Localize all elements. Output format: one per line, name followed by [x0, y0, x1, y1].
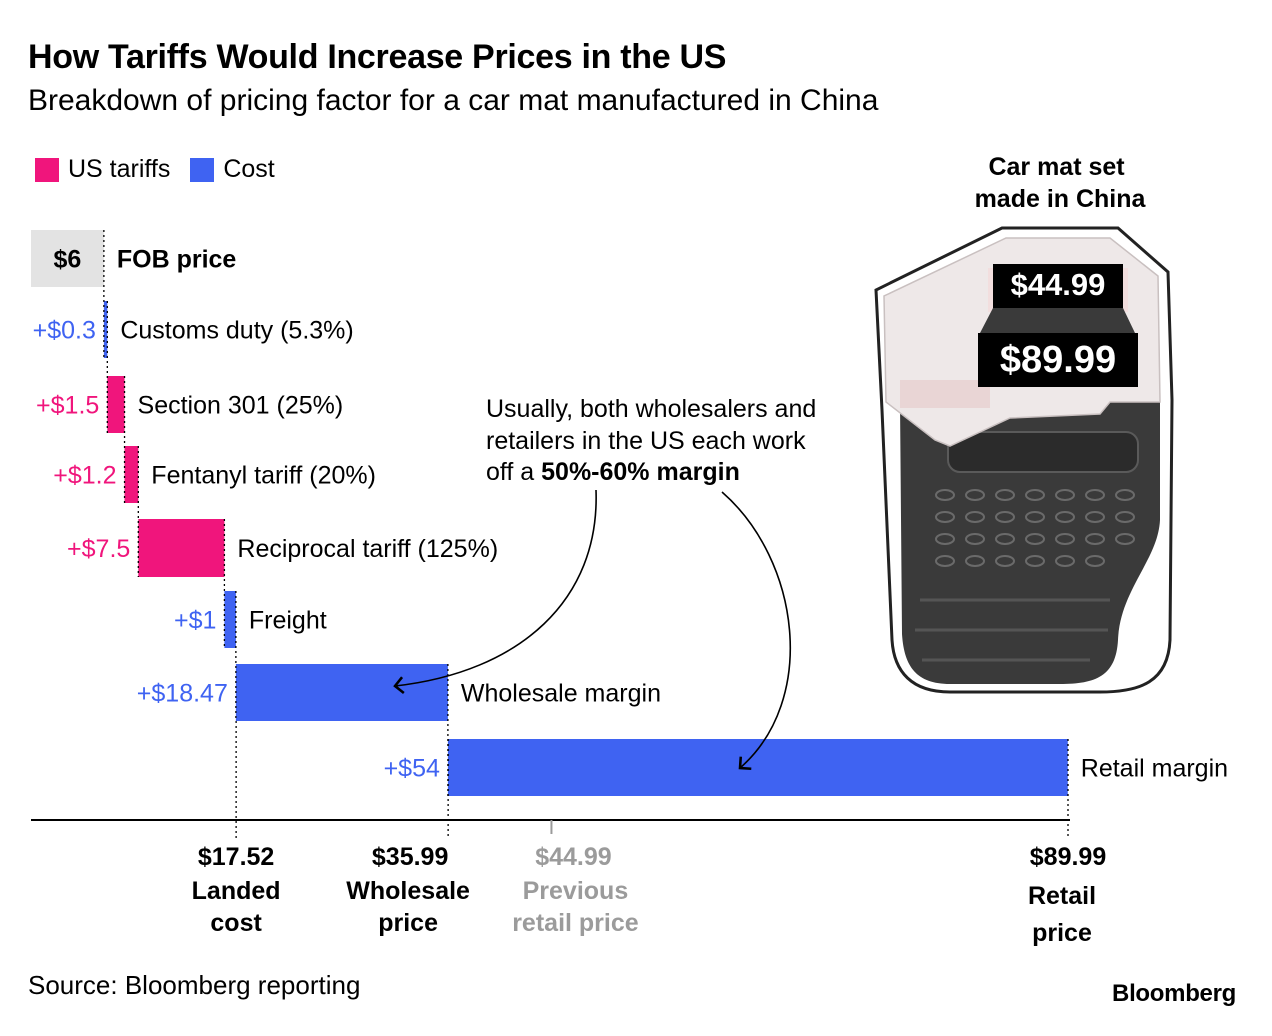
car-mat-ridges — [915, 598, 1110, 662]
bar-fob-price — [31, 230, 104, 287]
step-label-step-1: Customs duty (5.3%) — [120, 317, 353, 345]
value-label-fob-price: $6 — [54, 246, 82, 274]
step-label-step-2: Section 301 (25%) — [138, 392, 344, 420]
value-label-step-7: +$54 — [384, 755, 440, 783]
annotation-text: Usually, both wholesalers and retailers … — [486, 395, 823, 486]
bar-step-6 — [235, 664, 448, 721]
new-price-tag — [978, 333, 1138, 387]
axis-mark-line-3-1: price — [1032, 919, 1092, 947]
bar-step-1 — [103, 301, 108, 358]
car-mat-grip-pattern — [935, 489, 1135, 567]
annotation-line-2: retailers in the US each work — [486, 427, 806, 455]
legend: US tariffs Cost — [35, 155, 295, 184]
product-caption-line-2: made in China — [975, 185, 1147, 213]
legend-swatch-tariffs — [35, 157, 59, 182]
axis-mark-line-0-1: cost — [210, 909, 262, 937]
annotation-line-1: Usually, both wholesalers and — [486, 395, 816, 423]
old-price-text: $44.99 — [1011, 267, 1106, 302]
legend-item-cost: Cost — [190, 155, 275, 184]
step-label-step-3: Fentanyl tariff (20%) — [151, 462, 376, 490]
axis-mark-line-0-0: Landed — [192, 877, 281, 905]
chart-subtitle: Breakdown of pricing factor for a car ma… — [28, 84, 879, 117]
axis-mark-label-0: $17.52 Landed cost — [192, 843, 281, 937]
bar-step-5 — [224, 591, 236, 648]
value-label-step-6: +$18.47 — [137, 680, 228, 708]
bar-step-2 — [107, 376, 125, 433]
axis-mark-line-1-0: Wholesale — [346, 877, 470, 905]
value-label-step-5: +$1 — [174, 607, 216, 635]
axis-mark-line-3-0: Retail — [1028, 882, 1096, 910]
step-label-step-5: Freight — [249, 607, 327, 635]
axis-mark-label-3: $89.99 Retail price — [1028, 843, 1106, 947]
product-caption-line-1: Car mat set — [988, 153, 1125, 181]
step-label-step-7: Retail margin — [1081, 755, 1228, 783]
value-label-step-4: +$7.5 — [67, 535, 130, 563]
axis-mark-value-3: $89.99 — [1030, 843, 1106, 871]
annotation-line-3-prefix: off a — [486, 458, 541, 486]
bar-step-7 — [447, 739, 1068, 796]
bar-step-3 — [124, 446, 139, 503]
chart-title: How Tariffs Would Increase Prices in the… — [28, 38, 727, 76]
old-price-tag — [993, 264, 1123, 308]
step-label-step-6: Wholesale margin — [461, 680, 661, 708]
legend-swatch-cost — [190, 157, 215, 182]
axis-mark-line-2-1: retail price — [512, 909, 639, 937]
bar-step-4 — [138, 519, 225, 577]
arrow-to-retail — [721, 491, 791, 771]
step-label-fob-price: FOB price — [117, 246, 237, 274]
legend-item-tariffs: US tariffs — [35, 155, 170, 184]
value-label-step-3: +$1.2 — [53, 462, 116, 490]
axis-mark-value-1: $35.99 — [372, 843, 448, 871]
source-note: Source: Bloomberg reporting — [28, 970, 361, 1000]
step-label-step-4: Reciprocal tariff (125%) — [237, 535, 498, 563]
product-caption: Car mat set made in China — [975, 153, 1147, 213]
price-tag-connector — [980, 308, 1135, 333]
legend-label-cost: Cost — [223, 155, 275, 183]
axis-mark-label-2: $44.99 Previous retail price — [512, 843, 639, 937]
new-price-text: $89.99 — [1000, 339, 1116, 381]
axis-mark-value-2: $44.99 — [535, 843, 611, 871]
axis-mark-line-2-0: Previous — [523, 877, 629, 905]
car-mat-heel-pad — [947, 431, 1139, 473]
value-label-step-2: +$1.5 — [36, 392, 99, 420]
arrow-to-wholesale — [393, 489, 597, 695]
annotation-line-3-bold: 50%-60% margin — [541, 458, 740, 486]
axis-mark-line-1-1: price — [378, 909, 438, 937]
axis-mark-label-1: $35.99 Wholesale price — [346, 843, 470, 937]
car-mat-illustration: Car mat set made in China $44.99 $89.99 — [874, 153, 1174, 694]
packaging-badge — [900, 380, 990, 408]
legend-label-tariffs: US tariffs — [68, 155, 171, 183]
bloomberg-logo: Bloomberg — [1112, 980, 1236, 1007]
axis-mark-value-0: $17.52 — [198, 843, 274, 871]
value-label-step-1: +$0.3 — [33, 317, 96, 345]
